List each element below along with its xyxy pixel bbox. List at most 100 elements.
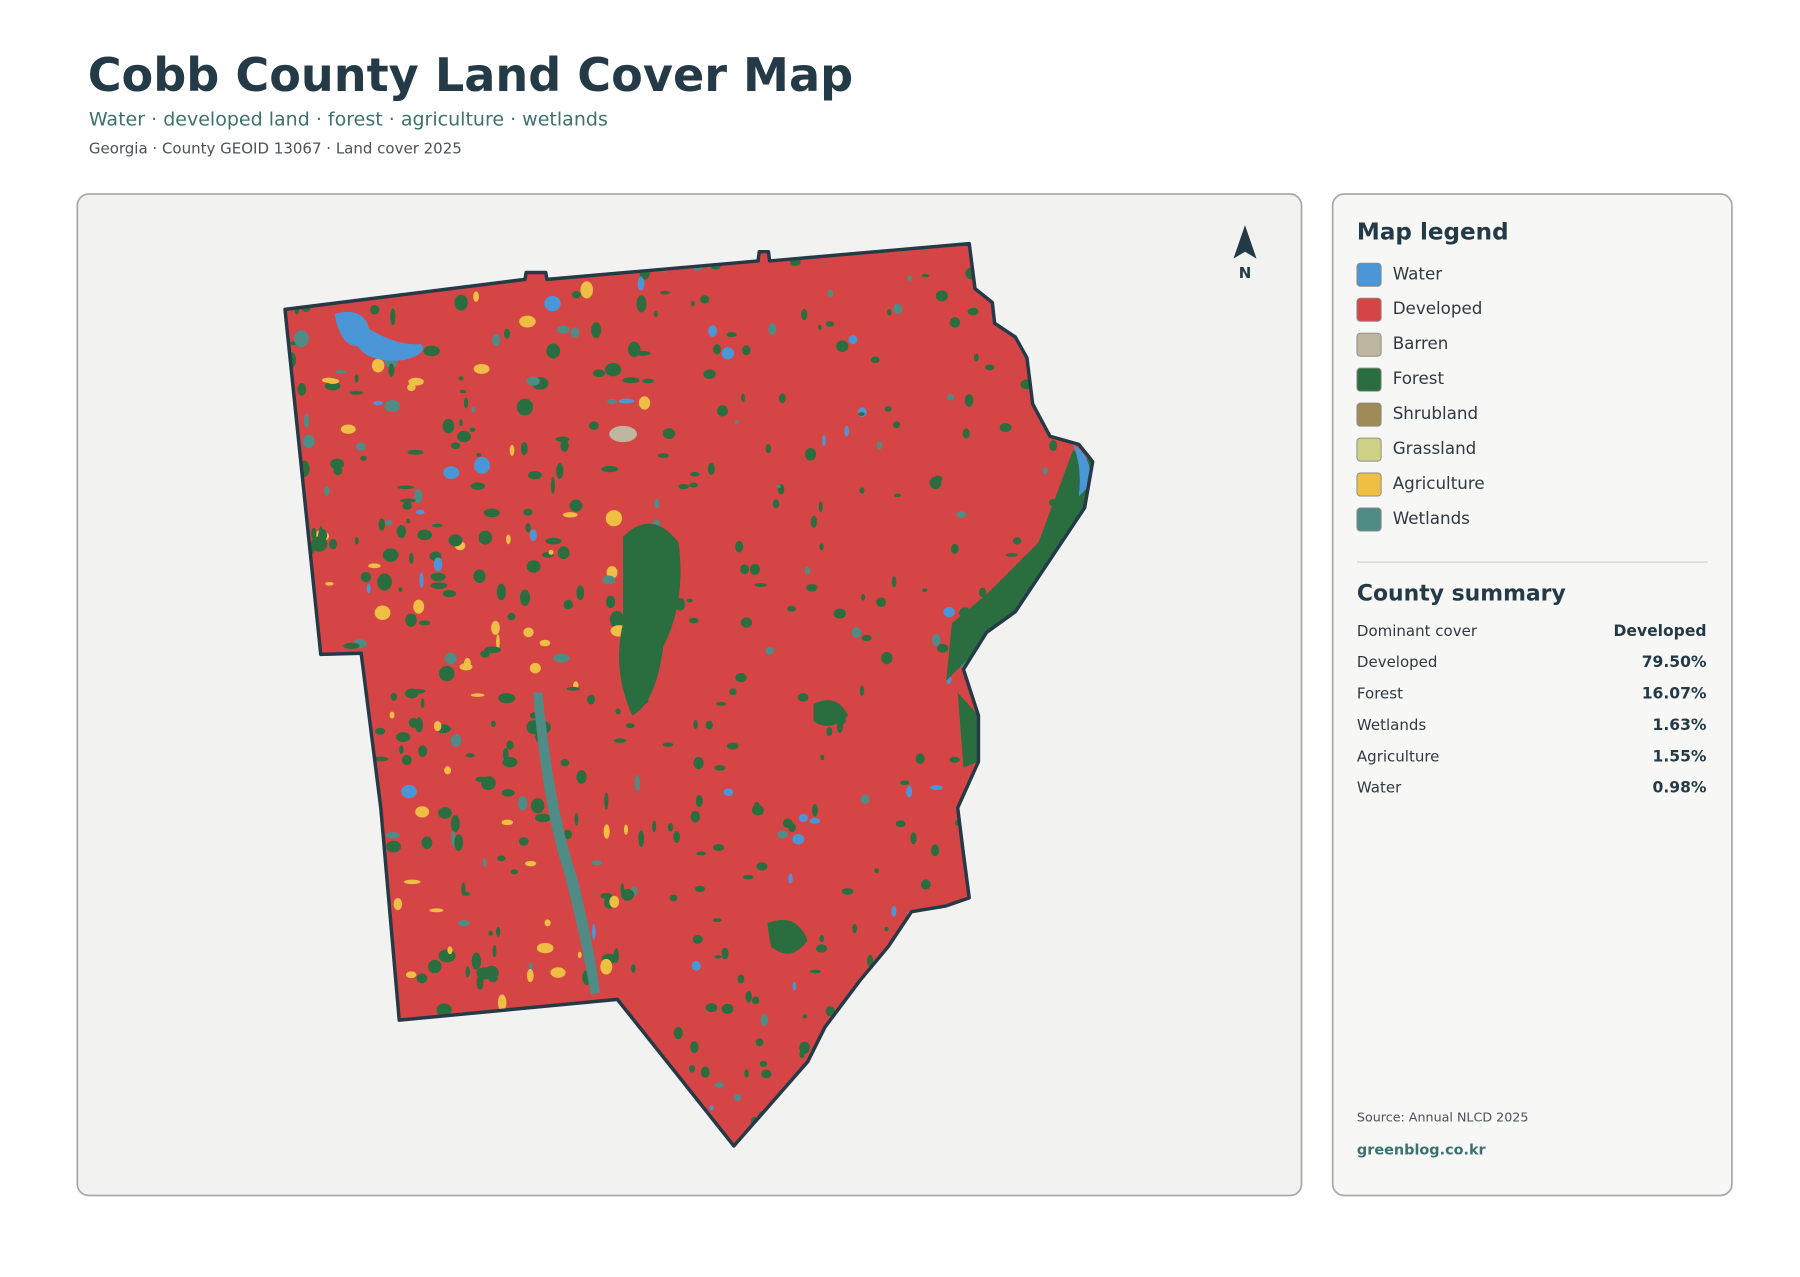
forest-edge — [946, 450, 1093, 681]
land-patch — [745, 990, 752, 1003]
land-patch — [545, 537, 562, 545]
land-patch — [1012, 537, 1022, 545]
land-patch — [893, 303, 903, 315]
land-patch — [574, 812, 579, 826]
land-patch — [799, 1041, 810, 1054]
land-patch — [726, 332, 737, 338]
summary-title: County summary — [1357, 581, 1566, 606]
land-patch — [546, 343, 561, 359]
land-patch — [325, 581, 334, 586]
land-patch — [407, 383, 416, 392]
land-patch — [690, 300, 695, 307]
land-patch — [859, 685, 865, 696]
land-patch — [318, 528, 328, 542]
summary-value: 1.63% — [1653, 716, 1707, 734]
land-patch — [604, 792, 609, 810]
land-patch — [936, 643, 949, 653]
land-patch — [699, 295, 710, 304]
land-patch — [623, 824, 629, 835]
land-patch — [430, 582, 448, 590]
land-patch — [384, 400, 401, 412]
land-patch — [465, 966, 470, 978]
land-patch — [563, 599, 573, 610]
land-patch — [526, 969, 534, 983]
land-patch — [442, 589, 457, 598]
land-patch — [378, 518, 386, 531]
land-patch — [580, 281, 594, 299]
land-patch — [438, 807, 452, 819]
land-patch — [715, 701, 727, 706]
land-patch — [458, 376, 464, 381]
land-patch — [787, 605, 796, 612]
land-patch — [721, 347, 735, 360]
land-patch — [949, 756, 960, 763]
land-patch — [470, 693, 485, 697]
land-patch — [709, 1105, 714, 1111]
land-patch — [360, 455, 367, 461]
land-patch — [951, 543, 959, 555]
land-patch — [444, 652, 457, 665]
land-patch — [827, 289, 834, 298]
land-patch — [921, 588, 928, 593]
land-patch — [713, 843, 724, 852]
land-patch — [519, 315, 536, 328]
land-patch — [429, 908, 444, 913]
land-patch — [765, 443, 772, 454]
land-patch — [822, 434, 826, 447]
land-patch — [366, 583, 371, 594]
land-patch — [631, 964, 636, 973]
lake — [1073, 444, 1091, 497]
land-patch — [910, 832, 917, 845]
land-patch — [999, 423, 1012, 433]
land-patch — [625, 723, 635, 729]
land-patch — [417, 529, 432, 541]
land-patch — [577, 951, 582, 959]
land-patch — [638, 396, 651, 410]
land-patch — [714, 1082, 725, 1088]
legend-swatch — [1356, 262, 1382, 287]
land-patch — [371, 358, 385, 373]
land-patch — [400, 498, 416, 503]
land-patch — [733, 1094, 742, 1102]
land-patch — [421, 836, 433, 850]
land-patch — [396, 732, 411, 743]
land-patch — [496, 634, 500, 651]
land-patch — [469, 427, 476, 432]
summary-label: Agriculture — [1357, 747, 1440, 765]
summary-label: Wetlands — [1357, 716, 1426, 734]
land-patch — [509, 444, 515, 456]
summary-table: Dominant cover Developed Developed 79.50% Fo… — [1357, 622, 1707, 797]
land-patch — [673, 1026, 683, 1040]
land-patch — [329, 538, 338, 550]
land-patch — [382, 548, 399, 562]
land-patch — [377, 573, 392, 591]
land-patch — [1042, 467, 1048, 475]
land-patch — [448, 534, 463, 547]
land-patch — [844, 425, 850, 437]
land-patch — [825, 321, 835, 327]
land-patch — [778, 393, 786, 404]
land-patch — [372, 401, 384, 406]
land-patch — [812, 803, 818, 817]
land-patch — [662, 428, 676, 439]
land-patch — [752, 996, 760, 1005]
land-patch — [592, 369, 606, 378]
land-patch — [693, 756, 704, 770]
land-patch — [562, 512, 578, 518]
legend-swatch — [1356, 437, 1382, 462]
land-patch — [525, 522, 531, 533]
land-patch — [355, 442, 366, 451]
land-patch — [459, 389, 467, 394]
land-patch — [700, 1066, 710, 1078]
land-patch — [956, 511, 967, 518]
north-label: N — [1239, 264, 1252, 282]
land-patch — [884, 926, 889, 932]
land-patch — [907, 275, 913, 281]
land-patch — [820, 754, 825, 761]
land-patch — [691, 960, 701, 971]
land-patch — [662, 742, 674, 747]
land-patch — [550, 967, 566, 978]
legend-swatch — [1356, 507, 1382, 532]
land-patch — [343, 642, 360, 650]
